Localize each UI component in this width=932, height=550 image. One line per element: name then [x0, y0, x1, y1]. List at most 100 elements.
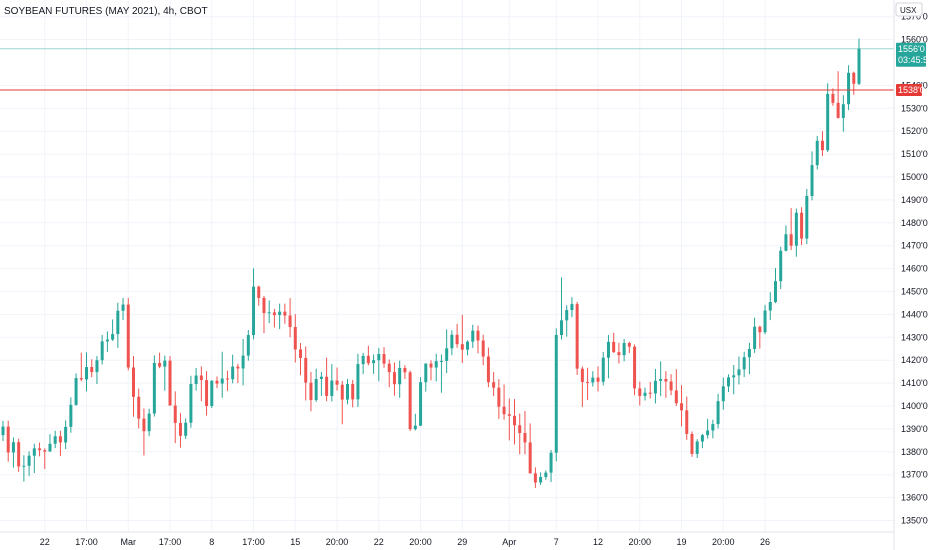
candle-down: [638, 388, 642, 396]
candle-down: [408, 372, 412, 430]
price-scale[interactable]: 1350'0 1360'0 1370'0 1380'0 1390'0 1400'0 1410…: [901, 12, 928, 526]
candle-up: [643, 392, 647, 396]
candle-down: [455, 334, 459, 345]
candle-up: [763, 310, 767, 333]
candle-up: [570, 304, 574, 311]
vertical-gridlines: [44, 0, 766, 532]
candle-down: [225, 378, 229, 380]
candle-up: [424, 363, 428, 383]
x-tick-label: 17:00: [75, 537, 98, 547]
candle-down: [481, 340, 485, 357]
candle-up: [95, 360, 99, 373]
candle-down: [90, 367, 94, 373]
candle-down: [126, 304, 130, 368]
candle-down: [528, 442, 532, 474]
candle-down: [492, 382, 496, 388]
candle-up: [747, 348, 751, 358]
candle-up: [445, 348, 449, 361]
candle-down: [215, 380, 219, 384]
candle-down: [288, 315, 292, 327]
time-scale[interactable]: 22 17:00 Mar 17:00 8 17:00 15 20:00 22 20:00 29 Apr…: [40, 537, 770, 547]
candle-up: [189, 384, 193, 423]
candle-up: [439, 360, 443, 362]
candle-up: [231, 366, 235, 380]
y-tick-label: 1490'0: [901, 195, 928, 205]
candle-up: [252, 286, 256, 336]
candle-down: [178, 422, 182, 436]
x-tick-label: 7: [554, 537, 559, 547]
candle-down: [340, 384, 344, 400]
candle-down: [476, 330, 480, 341]
candle-up: [278, 311, 282, 316]
candle-down: [205, 380, 209, 406]
candle-up: [413, 425, 417, 430]
candle-up: [737, 369, 741, 376]
candle-down: [58, 436, 62, 443]
candle-up: [622, 343, 626, 356]
candle-up: [121, 304, 125, 311]
candle-up: [753, 326, 757, 349]
currency-badge[interactable]: [895, 2, 923, 17]
candle-up: [601, 357, 605, 382]
candle-down: [820, 140, 824, 151]
candle-up: [152, 362, 156, 414]
candle-down: [38, 448, 42, 451]
horizontal-gridlines: [0, 16, 894, 521]
candle-down: [131, 367, 135, 397]
candle-up: [210, 380, 214, 406]
y-tick-label: 1430'0: [901, 332, 928, 342]
y-tick-label: 1470'0: [901, 241, 928, 251]
candle-up: [27, 455, 31, 466]
y-tick-label: 1510'0: [901, 149, 928, 159]
candle-down: [309, 382, 313, 401]
x-tick-label: 29: [457, 537, 467, 547]
candle-up: [100, 341, 104, 361]
y-tick-label: 1480'0: [901, 218, 928, 228]
candle-down: [168, 360, 172, 406]
candle-up: [434, 361, 438, 368]
candle-down: [831, 93, 835, 103]
candle-up: [450, 334, 454, 349]
x-tick-label: Mar: [121, 537, 137, 547]
candle-down: [387, 363, 391, 373]
y-tick-label: 1570'0: [901, 12, 928, 22]
candle-down: [497, 387, 501, 407]
candle-up: [105, 339, 109, 342]
candle-down: [518, 425, 522, 434]
candle-up: [74, 378, 78, 405]
candle-up: [721, 386, 725, 402]
candle-up: [11, 442, 15, 453]
candle-up: [372, 360, 376, 364]
candle-up: [653, 380, 657, 394]
x-tick-label: 22: [374, 537, 384, 547]
candle-down: [142, 418, 146, 432]
candle-up: [345, 384, 349, 400]
candle-up: [732, 375, 736, 378]
candle-up: [471, 330, 475, 342]
y-tick-label: 1420'0: [901, 355, 928, 365]
candle-up: [847, 72, 851, 105]
candle-up: [147, 413, 151, 432]
candle-up: [706, 430, 710, 436]
candle-up: [544, 472, 548, 477]
candle-up: [246, 335, 250, 356]
candle-up: [565, 310, 569, 321]
candle-up: [815, 140, 819, 166]
x-tick-label: 20:00: [629, 537, 652, 547]
chart-title: SOYBEAN FUTURES (MAY 2021), 4h, CBOT: [4, 6, 208, 17]
candle-down: [758, 326, 762, 333]
candle-down: [575, 304, 579, 369]
price-line-tag-label: 1538'0: [898, 85, 925, 95]
candle-down: [460, 344, 464, 350]
candle-up: [695, 441, 699, 454]
candle-up: [773, 281, 777, 303]
candle-down: [158, 362, 162, 367]
candle-up: [22, 465, 26, 467]
candle-down: [293, 326, 297, 350]
x-tick-label: 17:00: [159, 537, 182, 547]
candle-up: [554, 335, 558, 453]
candle-up: [841, 104, 845, 118]
candle-down: [351, 384, 355, 400]
candle-down: [836, 102, 840, 118]
